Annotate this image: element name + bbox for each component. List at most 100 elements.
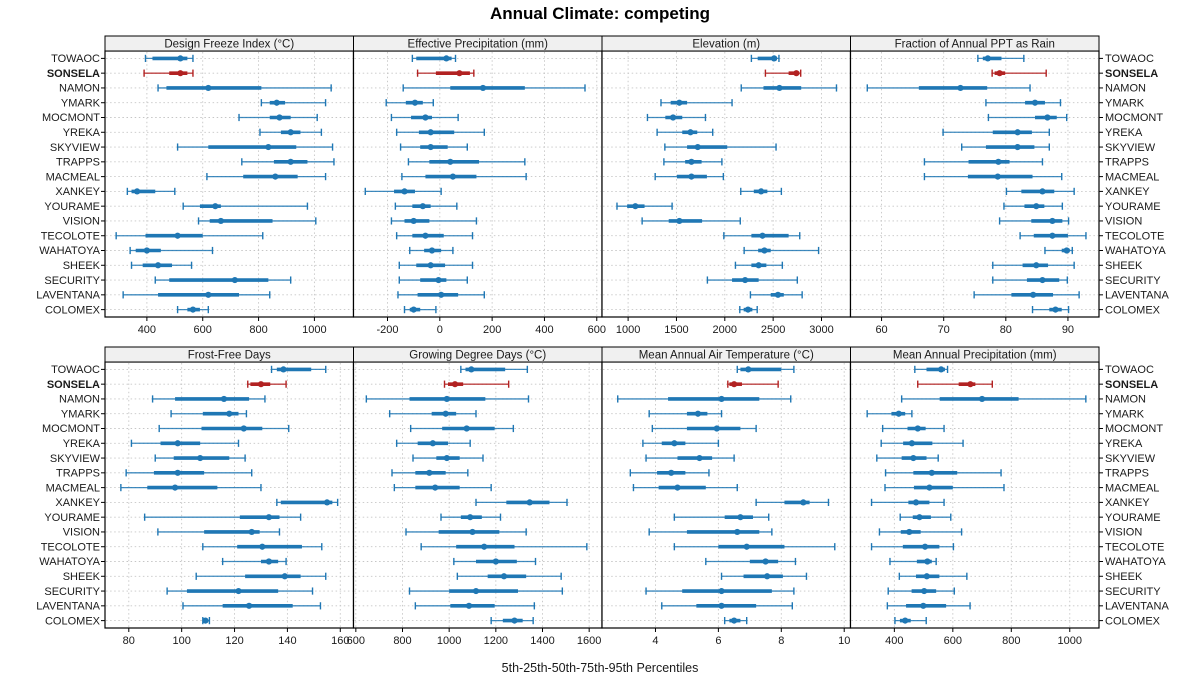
median-dot	[1039, 188, 1046, 195]
x-tick-label: 600	[194, 324, 212, 336]
station-label-right: MACMEAL	[1105, 482, 1159, 494]
station-label-right: MOCMONT	[1105, 112, 1163, 124]
station-label-left: LAVENTANA	[36, 290, 100, 302]
panel-header-title: Frost-Free Days	[188, 349, 271, 361]
station-label-left: COLOMEX	[45, 304, 101, 316]
median-dot	[1049, 232, 1056, 239]
station-label-right: TRAPPS	[1105, 157, 1149, 169]
median-dot	[776, 84, 783, 92]
station-label-right: SHEEK	[1105, 571, 1143, 583]
median-dot	[411, 99, 419, 106]
median-dot	[694, 143, 701, 151]
station-label-right: YMARK	[1105, 97, 1145, 109]
chart-title: Annual Climate: competing	[489, 4, 711, 23]
median-dot	[671, 440, 678, 447]
x-tick-label: -200	[376, 324, 398, 336]
median-dot	[465, 602, 473, 609]
x-tick-label: 400	[138, 324, 156, 336]
median-dot	[500, 573, 508, 580]
x-tick-label: 80	[1000, 324, 1012, 336]
station-label-right: SKYVIEW	[1105, 142, 1156, 154]
median-dot	[287, 158, 294, 165]
station-label-left: TOWAOC	[51, 53, 100, 65]
station-label-left: TECOLOTE	[41, 541, 100, 553]
station-label-left: SHEEK	[63, 260, 101, 272]
panel-border	[849, 50, 1100, 318]
station-label-left: SONSELA	[47, 379, 100, 391]
median-dot	[737, 514, 744, 521]
median-dot	[426, 469, 433, 476]
median-dot	[1049, 217, 1056, 225]
median-dot	[731, 381, 738, 388]
station-label-right: YMARK	[1105, 408, 1145, 420]
median-dot	[481, 543, 488, 550]
x-tick-label: 800	[1002, 635, 1020, 647]
station-label-right: SKYVIEW	[1105, 453, 1156, 465]
x-tick-label: 1000	[302, 324, 326, 336]
median-dot	[442, 410, 449, 417]
panel-border	[104, 50, 355, 318]
x-axis-label: 5th-25th-50th-75th-95th Percentiles	[501, 661, 699, 675]
station-label-right: SONSELA	[1105, 379, 1158, 391]
median-dot	[762, 558, 769, 565]
median-dot	[197, 454, 204, 462]
x-tick-label: 1000	[437, 635, 461, 647]
panel-fraction-of-annual-ppt-as-rain: Fraction of Annual PPT as Rain 60 70 80 90	[849, 35, 1103, 336]
median-dot	[674, 484, 681, 491]
median-dot	[323, 499, 331, 506]
median-dot	[928, 469, 935, 476]
median-dot	[996, 70, 1003, 77]
median-dot	[908, 440, 915, 447]
x-tick-label: 800	[393, 635, 411, 647]
station-label-right: YOURAME	[1105, 201, 1161, 213]
median-dot	[771, 55, 778, 62]
station-label-right: VISION	[1105, 527, 1142, 539]
panel-border	[352, 50, 603, 318]
median-dot	[688, 158, 695, 165]
x-tick-label: 10	[838, 635, 850, 647]
station-label-right: LAVENTANA	[1105, 290, 1169, 302]
station-label-right: XANKEY	[1105, 497, 1150, 509]
x-tick-label: 100	[172, 635, 190, 647]
median-dot	[926, 484, 933, 491]
median-dot	[212, 203, 219, 210]
x-tick-label: 1400	[530, 635, 554, 647]
median-dot	[1033, 203, 1040, 210]
x-tick-label: 1500	[664, 324, 688, 336]
x-tick-label: 1600	[577, 635, 601, 647]
median-dot	[906, 528, 913, 536]
median-dot	[764, 573, 771, 580]
station-label-left: YOURAME	[44, 201, 100, 213]
x-tick-label: 0	[437, 324, 443, 336]
median-dot	[205, 84, 212, 92]
x-tick-label: 60	[875, 324, 887, 336]
x-tick-label: 4	[652, 635, 658, 647]
panel-frost-free-days: Frost-Free Days 80 100 120 140 160	[101, 346, 355, 647]
median-dot	[467, 514, 474, 521]
median-dot	[914, 425, 921, 432]
station-label-left: XANKEY	[55, 497, 100, 509]
median-dot	[231, 276, 238, 284]
median-dot	[174, 440, 181, 447]
x-tick-label: 160	[331, 635, 349, 647]
station-label-left: MACMEAL	[46, 171, 100, 183]
panel-header-title: Fraction of Annual PPT as Rain	[895, 38, 1055, 50]
median-dot	[245, 602, 253, 609]
median-dot	[902, 617, 909, 624]
station-label-right: YOURAME	[1105, 512, 1161, 524]
station-label-left: WAHATOYA	[39, 556, 100, 568]
median-dot	[492, 558, 499, 565]
median-dot	[143, 247, 150, 254]
median-dot	[920, 602, 927, 609]
station-label-left: NAMON	[59, 83, 100, 95]
median-dot	[1033, 262, 1040, 269]
station-label-left: MOCMONT	[42, 112, 100, 124]
station-label-left: VISION	[63, 216, 100, 228]
station-label-left: TECOLOTE	[41, 230, 100, 242]
median-dot	[774, 291, 782, 298]
median-dot	[921, 543, 929, 550]
median-dot	[734, 528, 741, 536]
x-tick-label: 8	[778, 635, 784, 647]
x-tick-label: 1200	[484, 635, 508, 647]
